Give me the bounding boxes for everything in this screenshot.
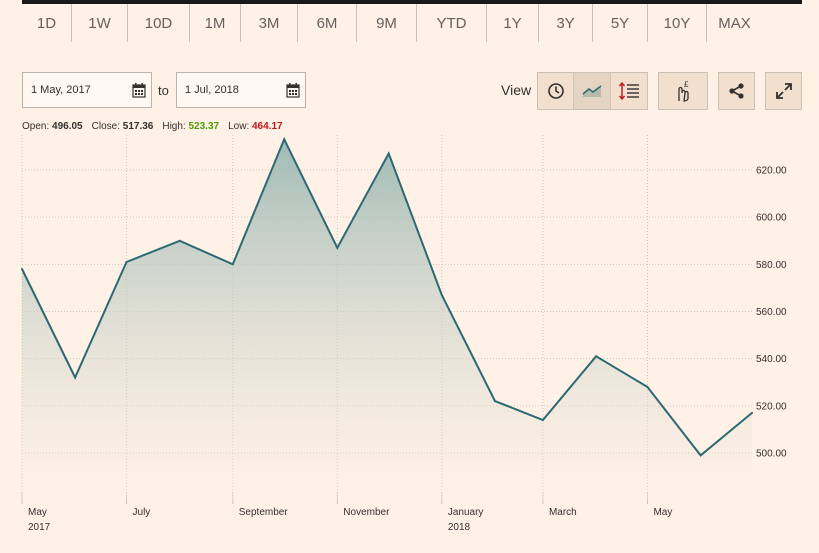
expand-icon [775,83,792,99]
range-tab-ytd[interactable]: YTD [417,4,487,42]
y-tick-label: 520.00 [756,401,787,412]
range-tab-10y[interactable]: 10Y [648,4,707,42]
share-button[interactable] [718,72,755,110]
range-tab-1m[interactable]: 1M [190,4,241,42]
range-tab-5y[interactable]: 5Y [593,4,648,42]
x-tick-label: May [28,507,47,518]
x-tick-label: March [549,507,577,518]
price-point [699,454,702,457]
open-stat: Open: 496.05 [22,121,83,132]
settings-list-button[interactable] [610,72,648,110]
close-stat: Close: 517.36 [91,121,154,132]
calendar-icon[interactable] [132,82,146,98]
line-chart-button[interactable] [573,72,611,110]
y-tick-label: 540.00 [756,354,787,365]
share-icon [728,83,744,99]
x-tick-label: January [448,507,484,518]
price-point [751,411,753,414]
range-tab-3y[interactable]: 3Y [539,4,593,42]
high-stat: High: 523.37 [162,121,220,132]
range-tab-9m[interactable]: 9M [357,4,417,42]
price-point [178,239,181,242]
price-point [387,152,390,155]
to-date-field[interactable]: 1 Jul, 2018 [176,72,306,108]
range-tab-1w[interactable]: 1W [72,4,128,42]
interactive-button[interactable]: £ [658,72,708,110]
price-point [440,294,443,296]
price-point [646,386,649,388]
range-tab-10d[interactable]: 10D [128,4,190,42]
range-tab-max[interactable]: MAX [718,14,751,32]
price-point [21,268,23,270]
x-tick-label: May [653,507,672,518]
price-point [231,263,234,266]
price-point [125,261,128,263]
price-point [541,419,544,421]
time-range-bar: 1D 1W 10D 1M 3M 6M 9M YTD 1Y 3Y 5Y 10Y MAX [22,0,802,42]
y-tick-label: 560.00 [756,307,787,318]
pound-hand-icon: £ [678,80,689,102]
to-label: to [158,83,169,98]
range-tab-1d[interactable]: 1D [22,4,72,42]
price-point [336,246,339,249]
y-tick-label: 620.00 [756,166,787,177]
y-tick-label: 580.00 [756,260,787,271]
price-point [74,376,77,379]
from-date-value: 1 May, 2017 [31,84,91,96]
line-chart-icon [582,85,602,97]
view-label: View [501,82,532,98]
svg-text:£: £ [684,80,689,89]
x-tick-label: November [343,507,390,518]
price-stats: Open: 496.05 Close: 517.36 High: 523.37 … [22,121,283,132]
x-tick-label: July [133,507,151,518]
price-area [22,139,752,501]
range-tab-3m[interactable]: 3M [241,4,298,42]
clock-icon [547,83,564,99]
range-tab-6m[interactable]: 6M [298,4,357,42]
x-tick-label: September [239,507,289,518]
price-point [283,138,286,141]
expand-button[interactable] [765,72,802,110]
x-tick-sublabel: 2017 [28,522,51,533]
calendar-icon[interactable] [286,82,300,98]
x-tick-sublabel: 2018 [448,522,471,533]
price-point [494,400,496,403]
range-tab-1y[interactable]: 1Y [487,4,539,42]
low-stat: Low: 464.17 [228,121,283,132]
price-point [595,355,598,358]
settings-list-icon [618,82,639,100]
from-date-field[interactable]: 1 May, 2017 [22,72,152,108]
y-tick-label: 600.00 [756,213,787,224]
to-date-value: 1 Jul, 2018 [185,84,239,96]
y-tick-label: 500.00 [756,449,787,460]
